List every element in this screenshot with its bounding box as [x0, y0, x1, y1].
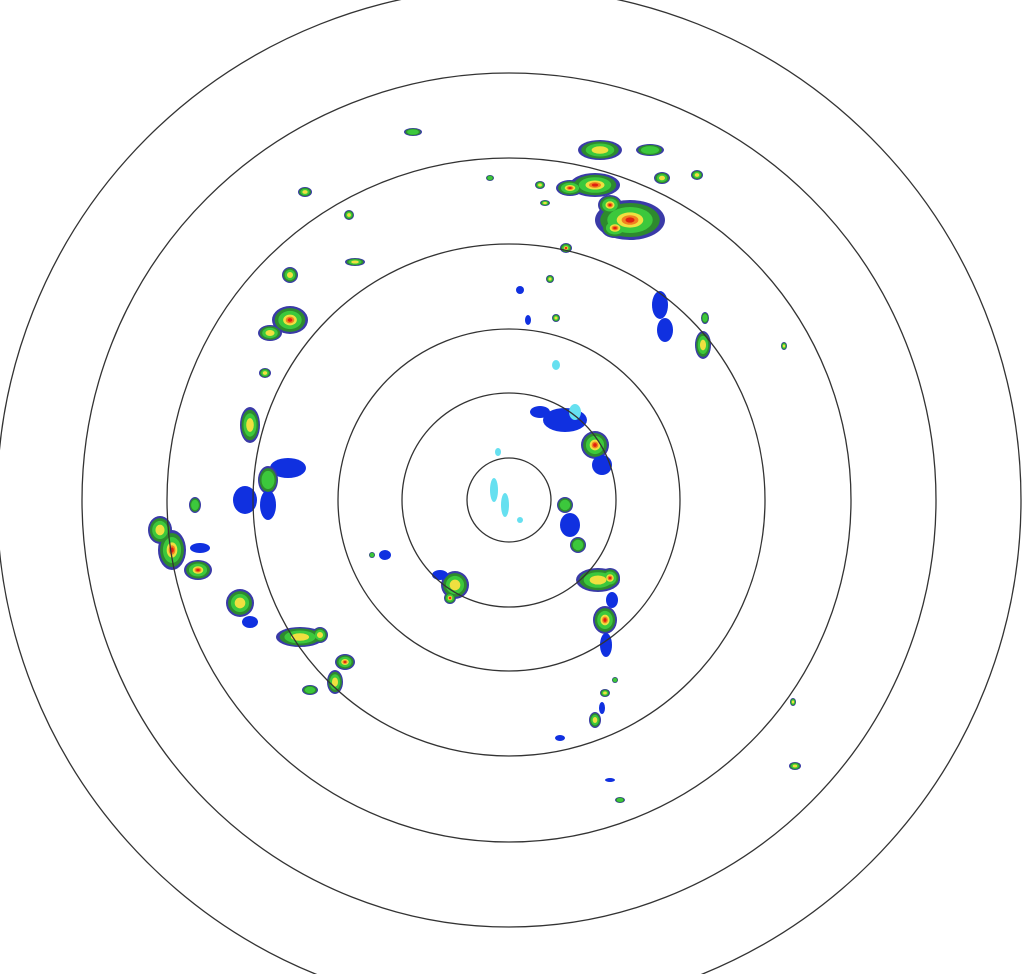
echo-outer — [652, 291, 668, 319]
echo-yellow — [548, 277, 552, 281]
echo-red — [449, 597, 451, 599]
echo-red — [591, 183, 599, 187]
echo-outer — [516, 286, 524, 294]
echo-green — [640, 146, 660, 154]
echo-outer — [606, 592, 618, 608]
echo-outer — [560, 513, 580, 537]
precipitation-echoes — [148, 128, 801, 803]
echo-green — [572, 539, 584, 551]
echo-outer — [592, 455, 612, 475]
echo-green — [370, 553, 374, 557]
echo-outer — [555, 735, 565, 741]
echo-outer — [605, 778, 615, 782]
echo-yellow — [234, 597, 246, 609]
range-ring-6 — [81, 72, 937, 928]
echo-green — [191, 499, 199, 511]
echo-red — [608, 576, 612, 580]
echo-yellow — [699, 339, 707, 351]
echo-outer — [525, 315, 531, 325]
echo-yellow — [589, 575, 607, 585]
range-ring-2 — [401, 392, 617, 608]
echo-outer — [599, 702, 605, 714]
echo-yellow — [286, 271, 294, 279]
echo-green — [487, 176, 493, 180]
echo-yellow — [782, 344, 786, 348]
echo-red — [608, 203, 612, 207]
echo-outer — [569, 404, 581, 420]
echo-red — [196, 568, 200, 572]
echo-yellow — [694, 173, 700, 177]
echo-red — [568, 186, 572, 190]
echo-yellow — [538, 183, 542, 187]
echo-outer — [190, 543, 210, 553]
echo-green — [613, 678, 617, 682]
echo-outer — [600, 633, 612, 657]
echo-outer — [530, 406, 550, 418]
echo-yellow — [554, 316, 558, 320]
echo-outer — [242, 616, 258, 628]
echo-outer — [270, 458, 306, 478]
echo-yellow — [591, 146, 609, 154]
echo-green — [407, 129, 419, 135]
echo-yellow — [791, 700, 795, 704]
echo-outer — [657, 318, 673, 342]
echo-yellow — [347, 213, 351, 217]
echo-yellow — [262, 371, 268, 375]
echo-outer — [552, 360, 560, 370]
echo-yellow — [246, 418, 254, 432]
echo-red — [603, 618, 607, 622]
echo-yellow — [351, 260, 359, 264]
echo-outer — [501, 493, 509, 517]
range-ring-5 — [166, 157, 852, 843]
range-ring-3 — [337, 328, 681, 672]
echo-yellow — [792, 764, 798, 768]
range-ring-4 — [252, 243, 766, 757]
echo-yellow — [592, 716, 598, 724]
echo-yellow — [265, 329, 275, 337]
echo-green — [616, 798, 624, 802]
echo-green — [559, 499, 571, 511]
echo-outer — [517, 517, 523, 523]
echo-red — [343, 660, 347, 664]
echo-yellow — [302, 190, 308, 194]
echo-green — [261, 470, 275, 490]
echo-yellow — [331, 677, 339, 687]
echo-outer — [233, 486, 257, 514]
echo-red — [593, 443, 597, 447]
echo-yellow — [155, 524, 165, 536]
echo-yellow — [658, 175, 666, 181]
echo-yellow — [449, 579, 461, 591]
echo-yellow — [543, 201, 547, 205]
echo-yellow — [603, 691, 607, 695]
echo-green — [304, 686, 316, 694]
echo-yellow — [290, 633, 310, 641]
echo-outer — [495, 448, 501, 456]
echo-red — [287, 318, 293, 322]
echo-red — [625, 217, 635, 223]
echo-outer — [379, 550, 391, 560]
echo-green — [702, 314, 708, 322]
range-ring-1 — [466, 457, 552, 543]
echo-red — [613, 226, 617, 230]
echo-red — [565, 247, 567, 249]
echo-outer — [490, 478, 498, 502]
echo-yellow — [316, 631, 324, 639]
echo-outer — [260, 490, 276, 520]
